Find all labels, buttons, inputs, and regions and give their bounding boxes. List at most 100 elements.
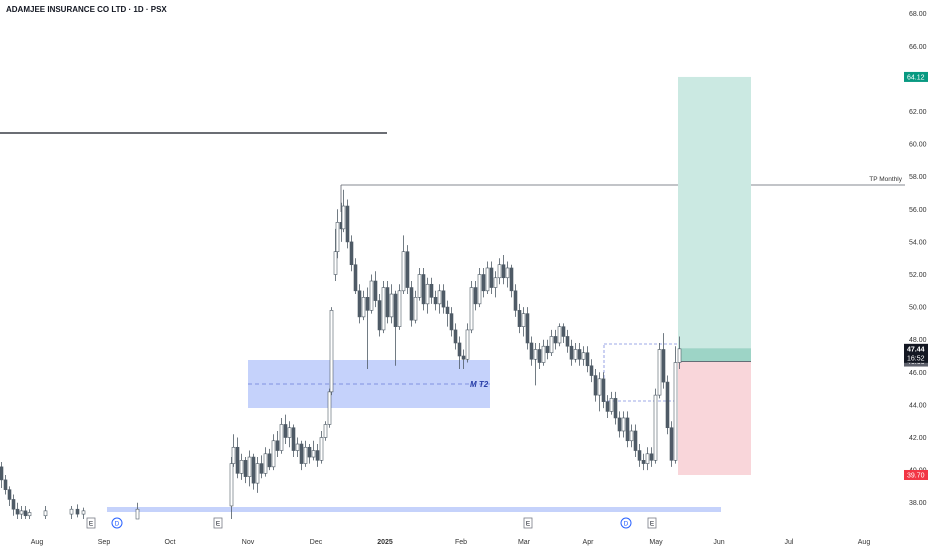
y-tick-8: 54.00 (909, 239, 927, 246)
candle-body-21 (259, 463, 264, 474)
target-price-label-bg (904, 71, 928, 82)
candle-body-120 (649, 453, 654, 461)
candle-body-80 (489, 267, 494, 288)
x-tick-2: Oct (165, 539, 176, 546)
range-box (603, 343, 710, 402)
candle-body-27 (283, 424, 288, 438)
candle-body-52 (377, 300, 382, 331)
candle-body-4 (15, 508, 20, 515)
candle-body-102 (577, 349, 582, 360)
candle-body-9 (69, 508, 74, 515)
candle-body-110 (609, 398, 614, 412)
candle-body-48 (361, 297, 366, 318)
candle-body-34 (311, 450, 316, 458)
candle-body-28 (287, 427, 292, 438)
y-tick-4: 46.00 (909, 370, 927, 377)
x-tick-6: Feb (455, 539, 467, 546)
candle-body-49 (365, 297, 370, 311)
candle-body-103 (581, 352, 586, 360)
candle-body-31 (299, 443, 304, 464)
x-tick-0: Aug (31, 539, 44, 546)
y-tick-2: 42.00 (909, 435, 927, 442)
candle-body-104 (585, 352, 590, 367)
y-tick-11: 60.00 (909, 142, 927, 149)
y-tick-12: 62.00 (909, 109, 927, 116)
candle-body-71 (453, 329, 458, 344)
candle-body-67 (437, 290, 442, 305)
candle-body-109 (605, 401, 610, 412)
earnings-marker-0 (86, 517, 96, 529)
candle-body-57 (397, 290, 402, 327)
candle-body-0 (0, 466, 4, 481)
candle-body-82 (497, 264, 502, 279)
candle-body-85 (509, 267, 514, 292)
candle-body-43 (341, 205, 346, 230)
candle-body-124 (665, 381, 670, 429)
candle-body-44 (345, 205, 350, 243)
candle-body-105 (589, 365, 594, 376)
candle-body-37 (323, 424, 328, 438)
x-tick-12: Aug (858, 539, 871, 546)
candle-body-100 (569, 345, 574, 360)
candle-body-84 (505, 267, 510, 279)
candle-body-86 (513, 290, 518, 311)
dividend-marker-label-1: D (115, 521, 120, 528)
candle-body-50 (369, 280, 374, 311)
candle-body-2 (7, 489, 12, 500)
candle-body-68 (441, 290, 446, 308)
candle-body-20 (255, 463, 260, 484)
candle-body-59 (405, 251, 410, 288)
y-tick-3: 44.00 (909, 402, 927, 409)
candle-body-91 (533, 349, 538, 360)
candle-body-115 (629, 430, 634, 442)
bottom-support-band (107, 507, 721, 512)
candle-body-29 (291, 427, 296, 451)
candle-body-87 (517, 310, 522, 327)
earnings-marker-label-0: E (89, 521, 94, 528)
entry-band (678, 348, 751, 363)
candle-body-58 (401, 251, 406, 292)
candle-body-74 (465, 329, 470, 360)
candle-body-127 (677, 348, 682, 363)
candle-body-30 (295, 443, 300, 451)
target-price-label: 64.12 (907, 74, 925, 81)
candle-body-24 (271, 440, 276, 468)
candle-body-55 (389, 293, 394, 318)
candle-body-117 (637, 450, 642, 461)
candle-body-116 (633, 430, 638, 451)
x-tick-3: Nov (242, 539, 255, 546)
candle-body-60 (409, 287, 414, 321)
candle-body-78 (481, 274, 486, 292)
candle-body-6 (23, 510, 28, 517)
candle-body-107 (597, 378, 602, 396)
candle-body-39 (329, 310, 334, 393)
candle-body-92 (537, 349, 542, 363)
candle-body-101 (573, 349, 578, 360)
x-tick-1: Sep (98, 539, 111, 546)
candle-body-69 (445, 306, 450, 314)
candle-body-25 (275, 440, 280, 451)
candle-body-66 (433, 297, 438, 305)
y-tick-15: 68.00 (909, 11, 927, 18)
stop-zone (678, 361, 751, 475)
earnings-marker-label-3: E (526, 521, 531, 528)
candle-body-125 (669, 427, 674, 461)
candle-body-81 (493, 277, 498, 288)
candle-body-97 (557, 326, 562, 344)
candle-body-7 (27, 512, 32, 517)
x-tick-8: Apr (583, 539, 595, 546)
candle-body-33 (307, 446, 312, 458)
candle-body-98 (561, 326, 566, 337)
candle-body-94 (545, 345, 550, 354)
candle-body-1 (3, 479, 8, 490)
y-tick-7: 52.00 (909, 272, 927, 279)
candle-body-40 (333, 251, 338, 275)
candle-body-16 (239, 460, 244, 474)
candle-body-53 (381, 287, 386, 331)
chart-title: ADAMJEE INSURANCE CO LTD · 1D · PSX (6, 5, 167, 14)
target-zone (678, 76, 751, 362)
candle-body-114 (625, 417, 630, 442)
candle-body-32 (303, 446, 308, 464)
candle-body-108 (601, 378, 606, 402)
